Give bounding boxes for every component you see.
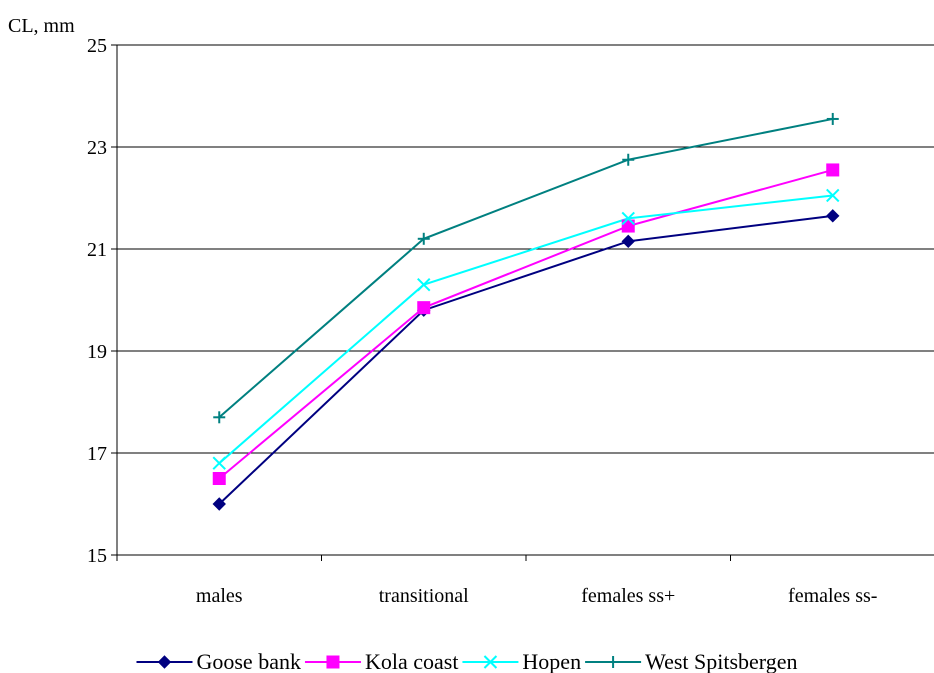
marker-stroke — [621, 211, 635, 226]
data-point — [826, 163, 840, 177]
x-category-label: transitional — [379, 585, 469, 607]
data-point — [417, 232, 430, 245]
legend-swatch-marker — [157, 655, 172, 669]
marker-stroke — [826, 188, 840, 203]
y-tick-label: 21 — [87, 239, 107, 261]
axes — [111, 44, 934, 561]
data-point — [212, 456, 226, 470]
legend-swatch-marker — [607, 656, 620, 668]
series-line — [218, 168, 834, 480]
y-axis-title: CL, mm — [8, 15, 75, 37]
legend-item: Goose bank — [136, 649, 301, 673]
legend-item: West Spitsbergen — [585, 649, 798, 673]
marker-stroke — [417, 277, 431, 292]
gridlines — [117, 44, 934, 556]
series-line — [218, 194, 833, 464]
marker-stroke — [212, 456, 226, 470]
x-category-label: males — [196, 585, 243, 607]
series-lines — [218, 117, 834, 505]
data-point — [212, 497, 226, 511]
series-line — [218, 117, 833, 419]
data-point — [622, 153, 635, 166]
data-point — [417, 301, 431, 315]
y-tick-labels: 15 17 19 21 23 25 — [87, 35, 107, 567]
marker-stroke — [483, 655, 498, 669]
y-tick-label: 17 — [87, 443, 107, 465]
legend-label: West Spitsbergen — [645, 649, 797, 673]
data-point — [826, 112, 839, 125]
data-point — [826, 209, 840, 223]
legend-label: Hopen — [522, 649, 581, 673]
x-category-labels: males transitional females ss+ females ss- — [196, 585, 878, 607]
data-point — [213, 411, 226, 424]
legend-swatch-marker — [326, 655, 340, 669]
y-tick-label: 15 — [87, 545, 107, 567]
legend-label: Goose bank — [196, 649, 300, 673]
legend-swatch-marker — [483, 655, 498, 669]
data-point — [621, 219, 635, 233]
y-tick-label: 25 — [87, 35, 107, 57]
series-line — [218, 214, 833, 505]
legend: Goose bank Kola coast Hopen West Spitsberge… — [136, 649, 798, 673]
legend-item: Hopen — [462, 649, 581, 673]
data-point — [417, 277, 431, 292]
data-point — [621, 234, 635, 249]
series-markers — [212, 112, 840, 511]
x-category-label: females ss+ — [581, 585, 675, 607]
y-tick-label: 23 — [87, 137, 107, 159]
data-point — [212, 472, 226, 485]
y-tick-label: 19 — [87, 341, 107, 363]
legend-label: Kola coast — [365, 649, 458, 673]
x-category-label: females ss- — [788, 585, 877, 607]
data-point — [621, 211, 635, 226]
data-point — [826, 188, 840, 203]
legend-item: Kola coast — [304, 649, 458, 673]
